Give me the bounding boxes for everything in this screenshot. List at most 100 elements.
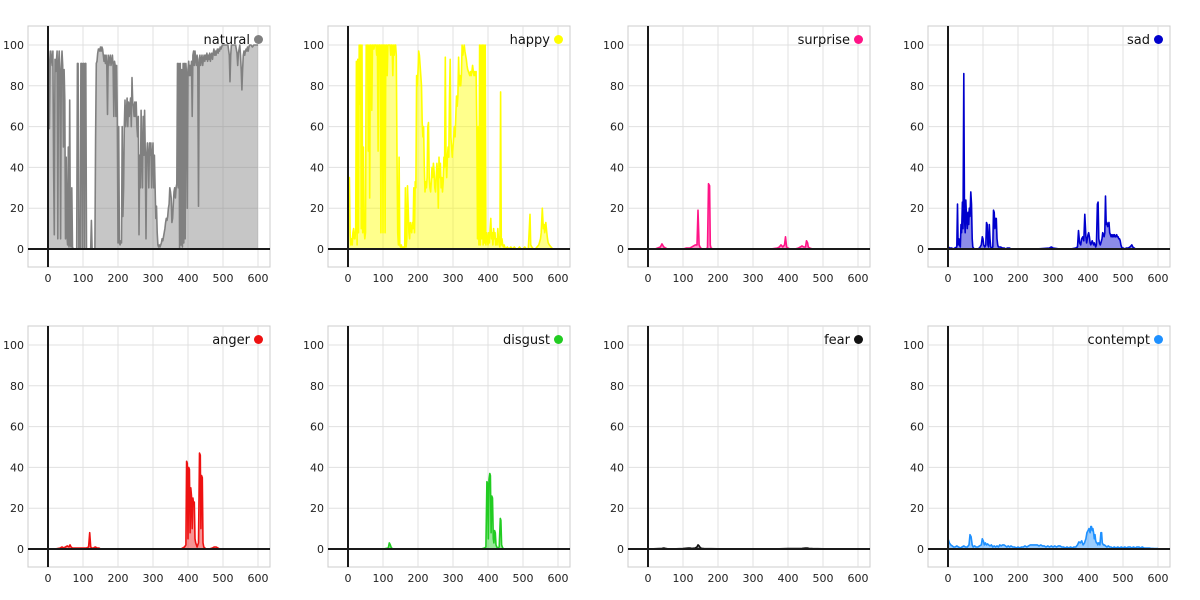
legend-label: fear bbox=[824, 333, 851, 348]
y-tick-label: 20 bbox=[910, 502, 924, 515]
x-tick-label: 500 bbox=[1113, 272, 1134, 285]
chart-canvas: 0 100 200 300 400 500 600 0 20 40 60 80 100 surprise bbox=[603, 25, 871, 285]
legend-dot bbox=[254, 335, 263, 344]
y-tick-label: 60 bbox=[10, 121, 24, 134]
y-tick-label: 60 bbox=[610, 421, 624, 434]
x-tick-label: 200 bbox=[1008, 272, 1029, 285]
y-tick-label: 80 bbox=[310, 80, 324, 93]
y-tick-label: 40 bbox=[10, 461, 24, 474]
y-tick-label: 0 bbox=[17, 243, 24, 256]
y-tick-label: 100 bbox=[303, 39, 324, 52]
x-tick-label: 100 bbox=[973, 572, 994, 585]
x-tick-label: 200 bbox=[1008, 572, 1029, 585]
y-tick-label: 80 bbox=[910, 80, 924, 93]
y-tick-label: 20 bbox=[10, 502, 24, 515]
x-tick-label: 200 bbox=[408, 572, 429, 585]
x-tick-label: 0 bbox=[45, 572, 52, 585]
x-tick-label: 500 bbox=[813, 572, 834, 585]
y-tick-label: 100 bbox=[903, 39, 924, 52]
x-tick-label: 500 bbox=[513, 572, 534, 585]
chart-contempt: 0 100 200 300 400 500 600 0 20 40 60 80 100 contempt bbox=[900, 300, 1200, 600]
y-tick-label: 40 bbox=[910, 461, 924, 474]
x-tick-label: 600 bbox=[848, 572, 869, 585]
legend-dot bbox=[554, 35, 563, 44]
chart-anger: 0 100 200 300 400 500 600 0 20 40 60 80 100 anger bbox=[0, 300, 300, 600]
x-tick-label: 0 bbox=[645, 272, 652, 285]
y-tick-label: 40 bbox=[310, 461, 324, 474]
y-tick-label: 60 bbox=[10, 421, 24, 434]
y-tick-label: 20 bbox=[610, 202, 624, 215]
x-tick-label: 100 bbox=[673, 272, 694, 285]
x-tick-label: 100 bbox=[73, 272, 94, 285]
chart-fear: 0 100 200 300 400 500 600 0 20 40 60 80 100 fear bbox=[600, 300, 900, 600]
plot-area bbox=[927, 325, 1171, 568]
series-fill bbox=[948, 526, 1158, 549]
x-tick-label: 300 bbox=[143, 272, 164, 285]
plot-area bbox=[627, 25, 871, 268]
x-tick-label: 300 bbox=[1043, 572, 1064, 585]
x-tick-label: 0 bbox=[45, 272, 52, 285]
plot-area bbox=[627, 325, 871, 568]
chart-canvas: 0 100 200 300 400 500 600 0 20 40 60 80 100 happy bbox=[303, 25, 571, 285]
y-tick-label: 0 bbox=[917, 543, 924, 556]
y-tick-label: 80 bbox=[310, 380, 324, 393]
y-tick-label: 80 bbox=[610, 380, 624, 393]
x-tick-label: 600 bbox=[548, 572, 569, 585]
y-tick-label: 20 bbox=[10, 202, 24, 215]
y-tick-label: 20 bbox=[610, 502, 624, 515]
series-line bbox=[947, 525, 1158, 550]
legend-dot bbox=[554, 335, 563, 344]
x-tick-label: 100 bbox=[373, 572, 394, 585]
chart-canvas: 0 100 200 300 400 500 600 0 20 40 60 80 100 disgust bbox=[303, 325, 571, 585]
legend-label: happy bbox=[510, 33, 551, 48]
chart-disgust: 0 100 200 300 400 500 600 0 20 40 60 80 100 disgust bbox=[300, 300, 600, 600]
x-tick-label: 0 bbox=[945, 572, 952, 585]
x-tick-label: 500 bbox=[513, 272, 534, 285]
x-tick-label: 400 bbox=[178, 272, 199, 285]
x-tick-label: 500 bbox=[813, 272, 834, 285]
legend-label: natural bbox=[204, 33, 250, 48]
y-tick-label: 60 bbox=[910, 121, 924, 134]
x-tick-label: 600 bbox=[548, 272, 569, 285]
y-tick-label: 80 bbox=[610, 80, 624, 93]
y-tick-label: 60 bbox=[310, 421, 324, 434]
x-tick-label: 0 bbox=[345, 572, 352, 585]
x-tick-label: 600 bbox=[848, 272, 869, 285]
legend-dot bbox=[854, 335, 863, 344]
chart-happy: 0 100 200 300 400 500 600 0 20 40 60 80 100 happy bbox=[300, 0, 600, 300]
x-tick-label: 600 bbox=[1148, 272, 1169, 285]
y-tick-label: 20 bbox=[310, 202, 324, 215]
plot-area bbox=[327, 325, 571, 568]
legend-label: anger bbox=[212, 333, 250, 348]
y-tick-label: 100 bbox=[3, 339, 24, 352]
x-tick-label: 400 bbox=[778, 272, 799, 285]
x-tick-label: 200 bbox=[408, 272, 429, 285]
chart-canvas: 0 100 200 300 400 500 600 0 20 40 60 80 100 sad bbox=[903, 25, 1171, 285]
x-tick-label: 500 bbox=[213, 272, 234, 285]
plot-area bbox=[27, 325, 271, 568]
x-tick-label: 500 bbox=[213, 572, 234, 585]
legend-label: sad bbox=[1127, 33, 1150, 48]
x-tick-label: 100 bbox=[673, 572, 694, 585]
series-line bbox=[347, 44, 558, 250]
legend-dot bbox=[1154, 35, 1163, 44]
chart-canvas: 0 100 200 300 400 500 600 0 20 40 60 80 100 anger bbox=[3, 325, 271, 585]
y-tick-label: 40 bbox=[910, 161, 924, 174]
x-tick-label: 200 bbox=[108, 272, 129, 285]
chart-surprise: 0 100 200 300 400 500 600 0 20 40 60 80 100 surprise bbox=[600, 0, 900, 300]
x-tick-label: 200 bbox=[708, 572, 729, 585]
y-tick-label: 0 bbox=[17, 543, 24, 556]
y-tick-label: 60 bbox=[910, 421, 924, 434]
y-tick-label: 40 bbox=[610, 461, 624, 474]
y-tick-label: 0 bbox=[617, 543, 624, 556]
series-line bbox=[947, 72, 1158, 250]
y-tick-label: 60 bbox=[310, 121, 324, 134]
legend-label: contempt bbox=[1088, 333, 1150, 348]
chart-canvas: 0 100 200 300 400 500 600 0 20 40 60 80 100 natural bbox=[3, 25, 271, 285]
x-tick-label: 0 bbox=[945, 272, 952, 285]
chart-natural: 0 100 200 300 400 500 600 0 20 40 60 80 100 natural bbox=[0, 0, 300, 300]
y-tick-label: 40 bbox=[310, 161, 324, 174]
legend-label: surprise bbox=[798, 33, 850, 48]
x-tick-label: 100 bbox=[73, 572, 94, 585]
legend-dot bbox=[1154, 335, 1163, 344]
